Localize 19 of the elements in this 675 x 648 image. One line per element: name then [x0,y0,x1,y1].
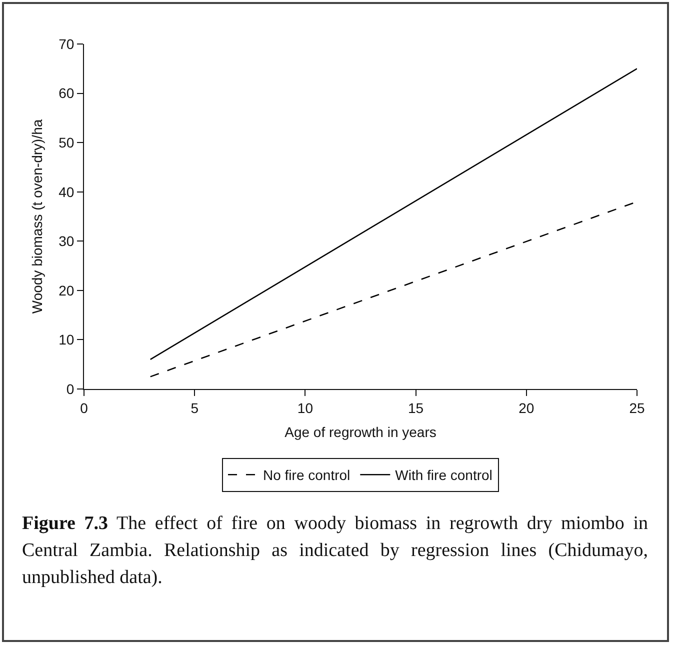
y-axis-title: Woody biomass (t oven-dry)/ha [29,119,46,314]
y-tick-label: 40 [58,184,74,200]
y-tick-label: 60 [58,85,74,102]
x-tick-label: 0 [80,400,88,416]
x-tick-label: 5 [190,400,199,416]
x-tick-label: 10 [297,400,314,416]
caption: Figure 7.3 The effect of fire on woody biomass in regrowth dry miombo in Central Zambia. Relationship as indicated by regression lines (Chidumayo, unpublished data). [22,513,648,588]
x-tick-label: 15 [408,400,424,416]
y-tick-label: 20 [58,282,74,298]
y-tick-label: 0 [66,380,74,397]
legend-label: No fire control [263,467,350,484]
y-tick-label: 30 [58,233,74,250]
y-tick-label: 70 [58,36,74,52]
legend-label: With fire control [395,467,492,484]
x-tick-label: 25 [629,400,645,416]
x-axis-title: Age of regrowth in years [284,424,436,440]
y-tick-label: 50 [58,134,74,150]
x-tick-label: 20 [518,400,534,416]
y-tick-label: 10 [58,332,74,348]
